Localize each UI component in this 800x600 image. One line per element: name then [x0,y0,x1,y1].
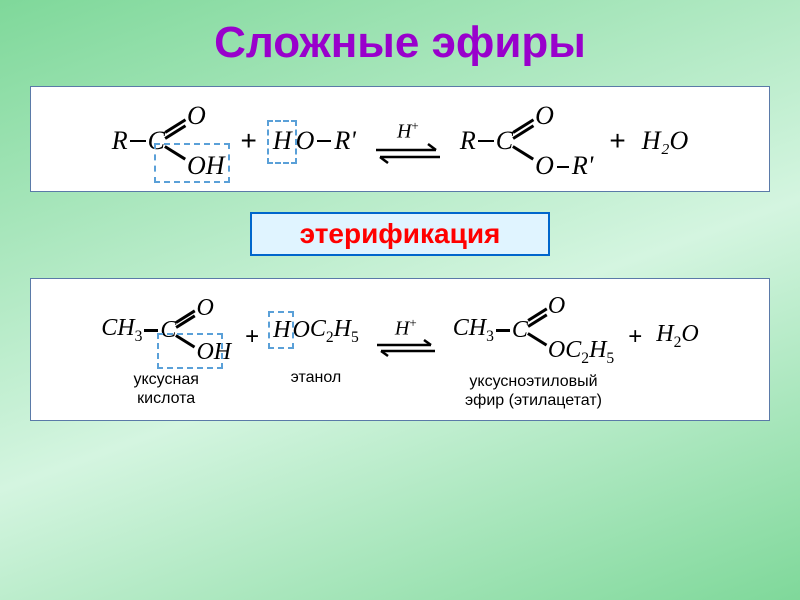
alcohol-o: О [296,126,315,156]
plus-op-3: + [239,323,265,351]
catalyst-label: Н+ [397,118,419,144]
slide: Сложные эфиры R C О [0,0,800,600]
plus-op-1: + [235,125,263,157]
plus-op-4: + [622,323,648,351]
ethyl: C2H5 [310,316,359,347]
slide-title: Сложные эфиры [30,18,770,68]
equilibrium-arrow-icon [373,338,439,358]
acetic-acid-caption: уксусная кислота [133,370,198,408]
single-bond [130,140,146,143]
reaction-1-equation: R C О ОН [49,101,751,181]
ethyl-acetate-caption: уксусноэтиловый эфир (этилацетат) [465,372,602,410]
reaction-arrow-2: Н+ [367,315,445,359]
alcohol-h: Н [273,126,292,156]
equilibrium-arrow-icon [372,142,444,164]
ethanol-caption: этанол [291,368,342,387]
oxygen-double: О [535,101,554,131]
hydroxyl: ОН [187,151,225,181]
alcohol-generic: Н О R' [273,126,356,156]
methyl: CH3 [101,315,142,346]
oxygen-double: O [196,295,213,322]
carbon: C [512,317,528,344]
oxygen-double: О [187,101,206,131]
single-bond [478,140,494,143]
ester-generic: R C О [460,101,593,181]
plus-op-2: + [603,125,631,157]
reaction-1-box: R C О ОН [30,86,770,192]
catalyst-label-2: Н+ [395,315,417,341]
oxygen-double: O [548,293,565,320]
r-prime: R' [334,126,355,156]
carbon: C [496,126,513,156]
esterification-label: этерификация [250,212,550,256]
r-group: R [112,126,128,156]
hydroxyl: OH [196,339,231,366]
single-bond [496,329,510,332]
single-bond [144,329,158,332]
water: Н₂О [642,126,689,156]
methyl: CH3 [453,315,494,346]
ethanol-h: H [273,317,290,344]
single-bond [317,140,331,143]
reaction-2-equation: CH3 C O OH [49,293,751,410]
ethyl-acetate: CH3 C O [453,293,614,410]
ethanol: H O C2H5 этанол [273,316,359,388]
acetic-acid: CH3 C O OH [101,295,231,408]
o-r-prime: ОR' [535,151,593,181]
ethanol-o: O [292,317,309,344]
carbon: C [148,126,165,156]
r-group: R [460,126,476,156]
carbon: C [160,317,176,344]
reaction-2-box: CH3 C O OH [30,278,770,421]
water-2: H2O [656,321,698,352]
o-ethyl: OC2H5 [548,337,614,368]
reaction-arrow-1: Н+ [366,118,450,164]
carboxylic-acid-generic: R C О ОН [112,101,225,181]
